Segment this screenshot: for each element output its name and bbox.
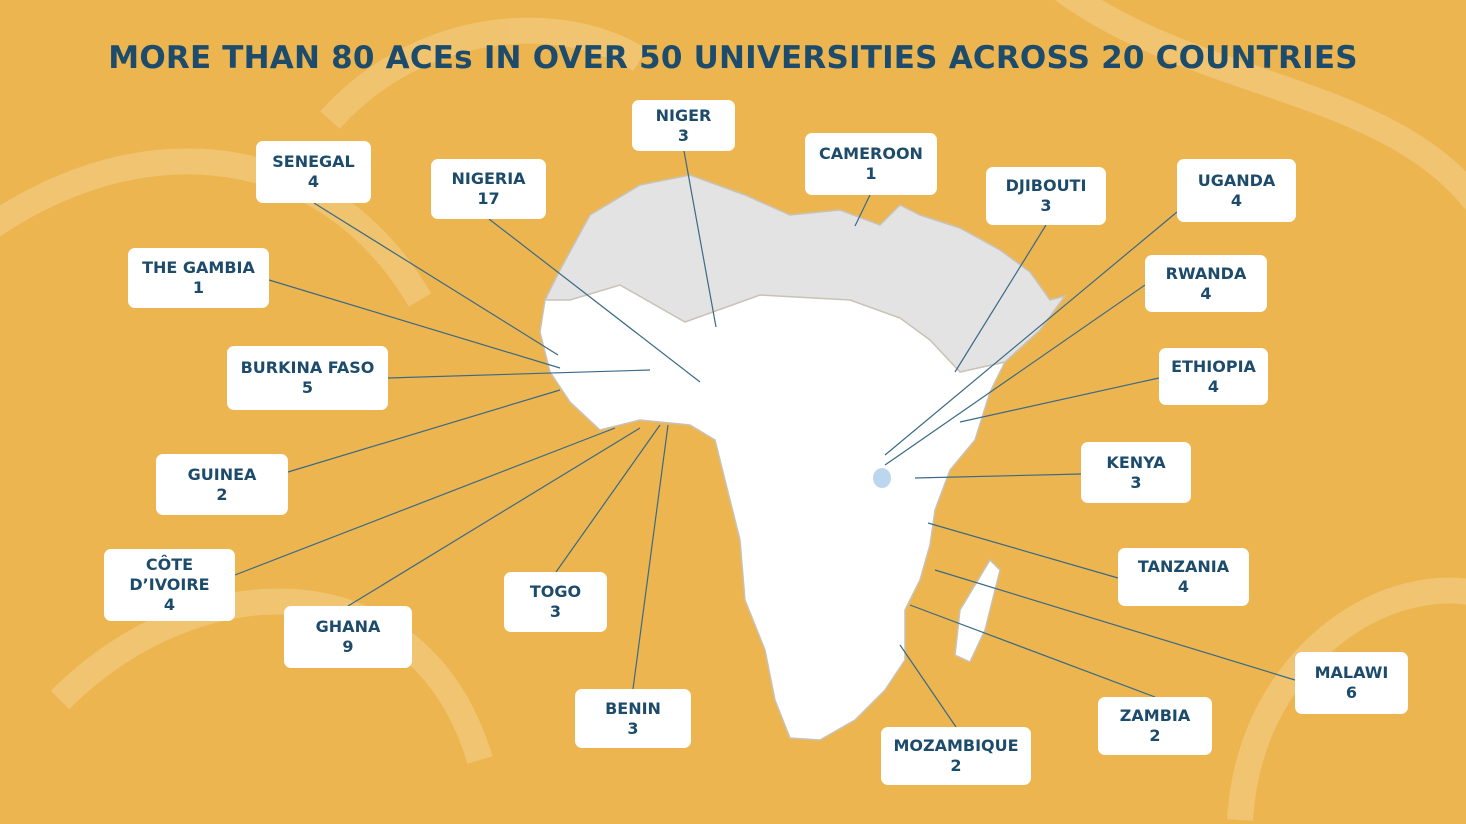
leader-line [313,202,559,356]
leader-line [909,604,1156,698]
country-name: ETHIOPIA [1171,356,1256,376]
ace-count: 17 [477,189,500,208]
country-name: SENEGAL [272,152,355,171]
leader-line [927,522,1119,579]
country-callout: TANZANIA 4 [1118,548,1249,606]
leader-line [884,284,1146,466]
country-callout: RWANDA 4 [1145,255,1267,312]
country-callout: MOZAMBIQUE 2 [881,727,1031,785]
country-name: GUINEA [187,464,257,484]
country-name: GHANA [315,617,381,636]
country-name: BURKINA FASO [240,358,375,377]
madagascar [954,558,1001,663]
country-callout: MALAWI 6 [1295,652,1408,714]
leader-line [268,279,561,369]
ace-count: 4 [163,595,176,614]
ace-count: 9 [342,637,354,656]
ace-count: 4 [1207,376,1220,396]
leader-line [683,150,717,328]
country-name: KENYA [1106,452,1166,472]
ace-count: 3 [549,602,562,621]
country-name: THE GAMBIA [142,258,255,277]
ace-count: 4 [1230,190,1243,210]
leader-line [884,211,1178,456]
country-name: UGANDA [1197,170,1276,190]
country-callout: ETHIOPIA 4 [1159,348,1268,405]
ace-count: 1 [865,164,877,183]
ace-count: 5 [301,378,314,397]
ace-count: 2 [950,756,962,775]
swirl [320,17,647,129]
country-callout: GHANA 9 [284,606,412,668]
leader-line [632,424,669,690]
country-callout: NIGER 3 [632,100,735,151]
leader-line [959,377,1160,423]
country-callout: NIGERIA 17 [431,159,546,219]
country-callout: THE GAMBIA 1 [128,248,269,308]
country-callout: DJIBOUTI 3 [986,167,1106,225]
swirl [1227,577,1466,821]
country-callout: CAMEROON 1 [805,133,937,195]
country-callout: BURKINA FASO 5 [227,346,388,410]
leader-lines [234,150,1296,728]
country-callout: GUINEA 2 [156,454,288,515]
leader-line [555,424,661,573]
leader-line [914,473,1082,479]
ace-count: 1 [192,278,205,297]
country-callout: SENEGAL 4 [256,141,371,203]
ace-count: 6 [1345,683,1358,702]
country-callout: TOGO 3 [504,572,607,632]
ace-count: 2 [216,484,228,504]
country-name: DJIBOUTI [1005,176,1087,195]
leader-line [287,389,561,473]
country-callout: BENIN 3 [575,689,691,748]
ace-count: 3 [1130,472,1142,492]
country-callout: CÔTE D’IVOIRE 4 [104,549,235,621]
country-name: ZAMBIA [1119,706,1191,725]
country-name: CÔTE D’IVOIRE [129,555,210,594]
country-name: TOGO [529,582,582,601]
north-africa [543,174,1067,373]
swirl [50,588,493,764]
leader-line [387,369,651,379]
ace-count: 3 [627,718,639,738]
swirl [0,148,432,307]
leader-line [934,569,1296,681]
ace-count: 4 [1200,283,1212,303]
title: MORE THAN 80 ACEs IN OVER 50 UNIVERSITIE… [108,40,1358,76]
country-name: NIGERIA [451,169,526,188]
country-name: TANZANIA [1137,557,1230,576]
leader-line [854,194,871,227]
country-name: MOZAMBIQUE [893,736,1019,755]
country-name: MALAWI [1314,663,1389,682]
country-callout: KENYA 3 [1081,442,1191,503]
leader-line [234,427,616,576]
leader-line [488,218,701,383]
ace-count: 4 [307,172,320,191]
ace-count: 3 [677,125,690,145]
leader-line [954,224,1047,373]
country-name: NIGER [655,105,712,125]
ace-count: 2 [1149,726,1161,745]
lake-victoria [873,468,891,488]
country-name: BENIN [605,698,661,718]
leader-line [899,644,957,728]
ace-count: 4 [1177,577,1190,596]
country-callout: ZAMBIA 2 [1098,697,1212,755]
country-callout: UGANDA 4 [1177,159,1296,222]
leader-line [347,427,641,607]
country-name: CAMEROON [819,144,923,163]
ace-count: 3 [1040,196,1052,215]
country-name: RWANDA [1165,263,1247,283]
swirl [1054,0,1466,211]
